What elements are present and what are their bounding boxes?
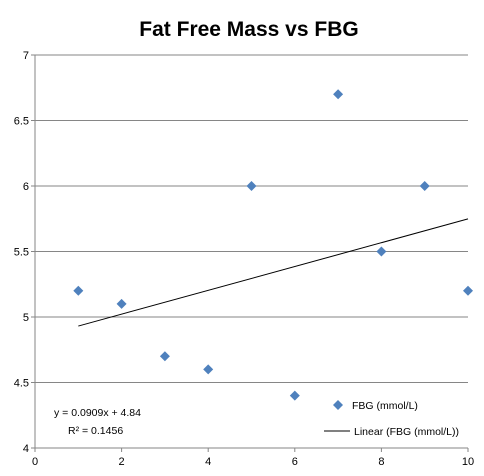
legend-marker-diamond bbox=[333, 400, 343, 410]
legend: FBG (mmol/L) Linear (FBG (mmol/L)) bbox=[324, 400, 459, 438]
x-tick-label-1: 2 bbox=[119, 456, 125, 468]
legend-label-series: FBG (mmol/L) bbox=[352, 400, 418, 412]
data-point-6 bbox=[333, 89, 344, 100]
data-point-0 bbox=[73, 285, 84, 296]
y-tick-label-4: 6 bbox=[23, 181, 29, 193]
chart-title: Fat Free Mass vs FBG bbox=[139, 18, 358, 41]
r-squared-label: R² = 0.1456 bbox=[68, 425, 123, 437]
data-point-8 bbox=[419, 181, 430, 191]
y-tick-label-5: 6.5 bbox=[14, 116, 29, 128]
trendline-group bbox=[78, 218, 469, 327]
x-tick-label-5: 10 bbox=[462, 456, 474, 468]
axes bbox=[31, 54, 469, 452]
y-tick-label-1: 4.5 bbox=[14, 378, 29, 390]
data-point-1 bbox=[116, 298, 127, 309]
data-point-7 bbox=[376, 246, 387, 257]
x-tick-label-2: 4 bbox=[205, 456, 211, 468]
equation-annotation: y = 0.0909x + 4.84 R² = 0.1456 bbox=[54, 407, 141, 437]
data-point-5 bbox=[289, 390, 300, 401]
x-tick-label-3: 6 bbox=[292, 456, 298, 468]
y-tick-labels: 4 4.5 5 5.5 6 6.5 7 bbox=[14, 50, 29, 455]
y-tick-label-3: 5.5 bbox=[14, 247, 29, 259]
y-tick-label-2: 5 bbox=[23, 312, 29, 324]
trendline bbox=[78, 218, 469, 327]
x-tick-label-4: 8 bbox=[378, 456, 384, 468]
equation-label: y = 0.0909x + 4.84 bbox=[54, 407, 141, 419]
data-point-4 bbox=[246, 181, 257, 191]
data-point-3 bbox=[203, 364, 214, 375]
data-points bbox=[73, 89, 473, 401]
legend-label-trend: Linear (FBG (mmol/L)) bbox=[354, 426, 459, 438]
x-tick-labels: 0 2 4 6 8 10 bbox=[32, 456, 474, 468]
y-tick-label-0: 4 bbox=[23, 443, 29, 455]
data-point-2 bbox=[159, 351, 170, 362]
y-tick-label-6: 7 bbox=[23, 50, 29, 62]
x-tick-label-0: 0 bbox=[32, 456, 38, 468]
data-point-9 bbox=[463, 285, 473, 296]
